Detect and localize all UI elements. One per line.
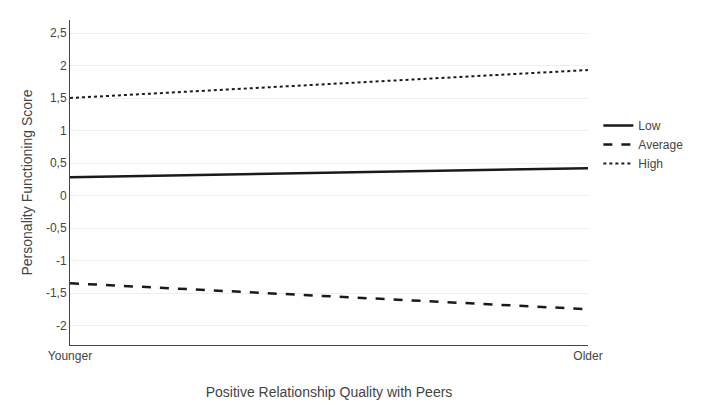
svg-text:Positive Relationship Quality: Positive Relationship Quality with Peers (206, 384, 453, 400)
svg-text:2: 2 (60, 59, 67, 73)
svg-text:Average: Average (638, 138, 683, 152)
svg-text:2,5: 2,5 (50, 26, 67, 40)
svg-text:-1,5: -1,5 (46, 286, 67, 300)
svg-text:Younger: Younger (48, 349, 92, 363)
svg-text:Older: Older (573, 349, 602, 363)
svg-text:0,5: 0,5 (50, 156, 67, 170)
svg-text:-2: -2 (56, 319, 67, 333)
svg-text:Personality Functioning Score: Personality Functioning Score (19, 89, 35, 275)
svg-text:High: High (638, 157, 663, 171)
svg-text:1: 1 (60, 124, 67, 138)
svg-text:-0,5: -0,5 (46, 221, 67, 235)
svg-text:Low: Low (638, 119, 660, 133)
svg-text:1,5: 1,5 (50, 91, 67, 105)
svg-text:-1: -1 (56, 254, 67, 268)
svg-text:0: 0 (60, 189, 67, 203)
